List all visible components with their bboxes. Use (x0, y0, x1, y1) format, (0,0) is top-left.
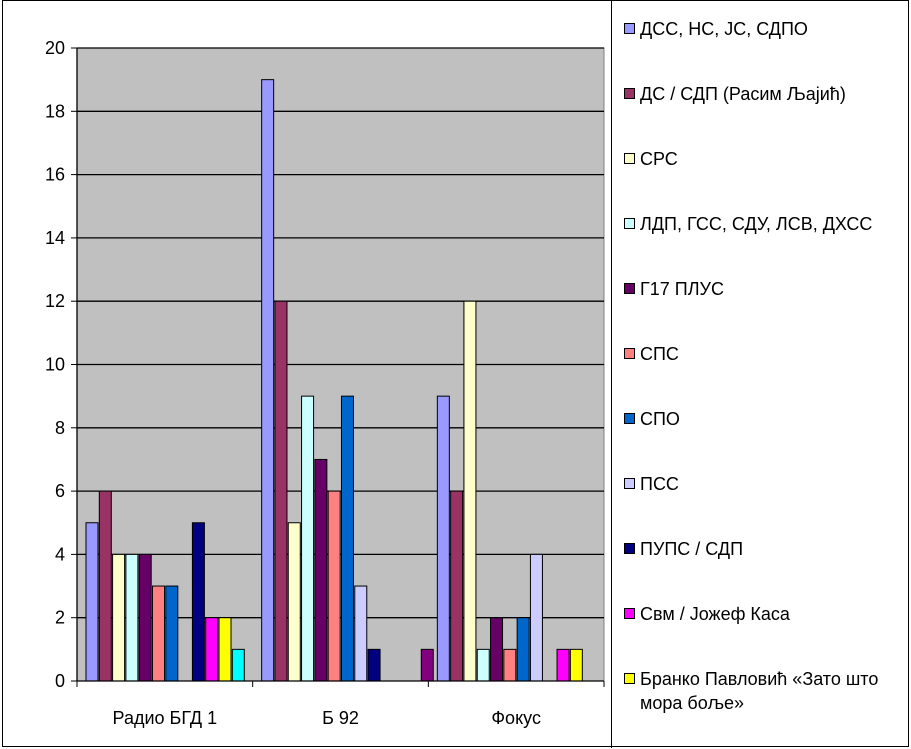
bar (569, 648, 583, 682)
bar (327, 490, 341, 682)
bar (231, 648, 245, 682)
legend-label: СРС (640, 149, 678, 169)
bar (436, 395, 450, 682)
bar (367, 648, 381, 682)
y-tick-label: 2 (55, 608, 65, 628)
legend-label: Г17 ПЛУС (640, 279, 724, 299)
y-tick-label: 14 (45, 228, 65, 248)
legend-label: ДС / СДП (Расим Љајић) (640, 84, 846, 104)
bar (98, 490, 112, 682)
legend-swatch (624, 413, 635, 424)
x-tick-label: Радио БГД 1 (113, 708, 218, 728)
legend-label: ПУПС / СДП (640, 539, 744, 559)
y-tick-label: 10 (45, 355, 65, 375)
bar (450, 490, 464, 682)
legend-swatch (624, 608, 635, 619)
y-tick-label: 20 (45, 38, 65, 58)
bar (125, 553, 139, 682)
bar (85, 522, 99, 682)
bar (112, 553, 126, 682)
bar (261, 79, 275, 682)
bar (301, 395, 315, 682)
bar (205, 617, 219, 682)
bar (529, 553, 543, 682)
bar (218, 617, 232, 682)
x-tick-label: Б 92 (322, 708, 359, 728)
bar (314, 458, 328, 682)
bar (420, 648, 434, 682)
legend-swatch (624, 283, 635, 294)
legend-label: Свм / Јожеф Каса (640, 604, 790, 624)
y-tick-label: 8 (55, 418, 65, 438)
bar-chart: 0 2 4 6 8 10 12 14 16 18 20 Радио БГД 1 Б 92 Фокус (45, 38, 605, 728)
bar (138, 553, 152, 682)
y-tick-label: 18 (45, 101, 65, 121)
bar (274, 300, 288, 682)
bar (165, 585, 179, 682)
bar (287, 522, 301, 682)
y-tick-label: 4 (55, 544, 65, 564)
bar (463, 300, 477, 682)
legend-label: ДСС, НС, ЈС, СДПО (640, 19, 808, 39)
y-tick-label: 12 (45, 291, 65, 311)
chart-legend: ДСС, НС, ЈС, СДПО ДС / СДП (Расим Љајић) С… (611, 1, 911, 748)
bar (516, 617, 530, 682)
legend-swatch (624, 23, 635, 34)
bar (340, 395, 354, 682)
bar (354, 585, 368, 682)
bar (490, 617, 504, 682)
legend-swatch (624, 88, 635, 99)
y-tick-label: 6 (55, 481, 65, 501)
bar (152, 585, 165, 682)
y-tick-label: 0 (55, 671, 65, 691)
legend-label: СПС (640, 344, 679, 364)
legend-swatch (624, 478, 635, 489)
legend-label: Бранко Павловић «Зато што мора боље» (640, 669, 879, 713)
legend-label: СПО (640, 409, 680, 429)
x-tick-label: Фокус (491, 708, 541, 728)
legend-swatch (624, 543, 635, 554)
legend-label: ПСС (640, 474, 679, 494)
bar (503, 648, 517, 682)
legend-swatch (624, 348, 635, 359)
bar (476, 648, 490, 682)
legend-swatch (624, 673, 635, 684)
bar (191, 522, 205, 682)
y-tick-label: 16 (45, 165, 65, 185)
legend-label: ЛДП, ГСС, СДУ, ЛСВ, ДХСС (640, 214, 873, 234)
bar (556, 648, 570, 682)
legend-swatch (624, 218, 635, 229)
legend-swatch (624, 153, 635, 164)
